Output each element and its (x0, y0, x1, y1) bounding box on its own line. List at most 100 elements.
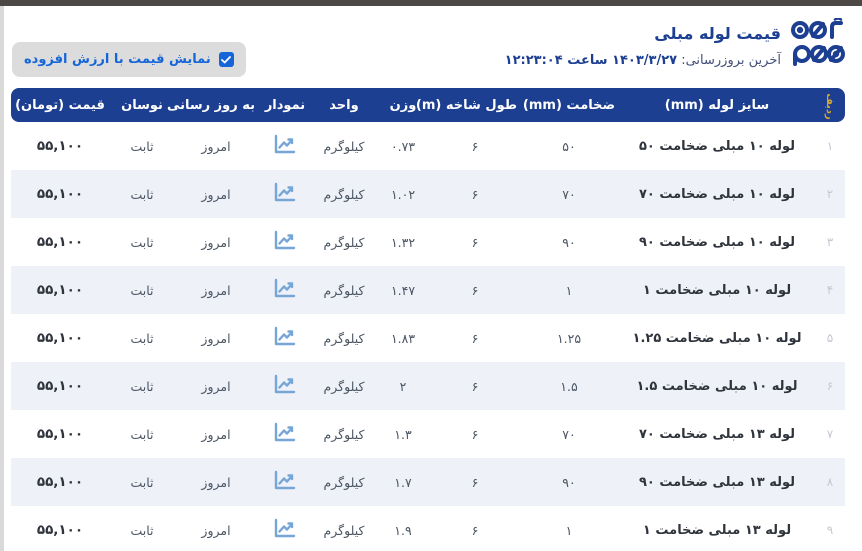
weight-value: ۱.۳۲ (390, 234, 416, 250)
length-value: ۶ (471, 426, 479, 442)
update-value: امروز (201, 186, 231, 202)
unit-value: کیلوگرم (323, 426, 365, 442)
browser-edge-bar (0, 0, 862, 6)
product-name: لوله ۱۰ مبلی ضخامت ۱.۲۵ (632, 330, 802, 346)
change-value: ثابت (130, 474, 154, 490)
weight-value: ۱.۸۳ (390, 330, 416, 346)
table-row: ۸ لوله ۱۳ مبلی ضخامت ۹۰ ۹۰ ۶ ۱.۷ کیلوگرم… (11, 458, 845, 506)
weight-value: ۱.۴۷ (390, 282, 416, 298)
row-number: ۸ (826, 475, 834, 489)
col-size: سایز لوله (mm) (664, 97, 770, 113)
table-body: ۱ لوله ۱۰ مبلی ضخامت ۵۰ ۵۰ ۶ ۰.۷۳ کیلوگر… (11, 122, 845, 551)
col-length: طول شاخه (m) (415, 97, 517, 113)
brand-block: قیمت لوله مبلی آخرین بروزرسانی: ۱۴۰۳/۳/۲… (505, 17, 845, 70)
ahan-logo-icon (791, 17, 845, 70)
weight-value: ۰.۷۳ (390, 138, 416, 154)
unit-value: کیلوگرم (323, 234, 365, 250)
product-name: لوله ۱۳ مبلی ضخامت ۹۰ (638, 474, 796, 490)
thickness-value: ۵۰ (562, 138, 576, 154)
price-value: ۵۵,۱۰۰ (36, 282, 84, 298)
thickness-value: ۷۰ (562, 426, 576, 442)
price-page: قیمت لوله مبلی آخرین بروزرسانی: ۱۴۰۳/۳/۲… (0, 6, 862, 551)
update-value: امروز (201, 138, 231, 154)
chart-icon[interactable] (273, 134, 297, 155)
update-value: امروز (201, 474, 231, 490)
checkbox-checked-icon[interactable] (218, 52, 234, 67)
row-number: ۶ (826, 379, 834, 393)
table-row: ۷ لوله ۱۳ مبلی ضخامت ۷۰ ۷۰ ۶ ۱.۳ کیلوگرم… (11, 410, 845, 458)
row-number: ۴ (826, 283, 834, 297)
length-value: ۶ (471, 378, 479, 394)
weight-value: ۲ (399, 378, 407, 394)
table-row: ۳ لوله ۱۰ مبلی ضخامت ۹۰ ۹۰ ۶ ۱.۳۲ کیلوگر… (11, 218, 845, 266)
page-title: قیمت لوله مبلی (654, 24, 781, 43)
table-row: ۱ لوله ۱۰ مبلی ضخامت ۵۰ ۵۰ ۶ ۰.۷۳ کیلوگر… (11, 122, 845, 170)
product-name: لوله ۱۰ مبلی ضخامت ۷۰ (638, 186, 796, 202)
thickness-value: ۱.۲۵ (556, 330, 582, 346)
table-row: ۲ لوله ۱۰ مبلی ضخامت ۷۰ ۷۰ ۶ ۱.۰۲ کیلوگر… (11, 170, 845, 218)
change-value: ثابت (130, 378, 154, 394)
length-value: ۶ (471, 522, 479, 538)
row-index-header: ردیف (815, 88, 845, 122)
change-value: ثابت (130, 234, 154, 250)
row-number: ۳ (826, 235, 834, 249)
product-name: لوله ۱۳ مبلی ضخامت ۱ (642, 522, 792, 538)
unit-value: کیلوگرم (323, 474, 365, 490)
chart-icon[interactable] (273, 326, 297, 347)
price-value: ۵۵,۱۰۰ (36, 138, 84, 154)
product-name: لوله ۱۰ مبلی ضخامت ۹۰ (638, 234, 796, 250)
chart-icon[interactable] (273, 374, 297, 395)
change-value: ثابت (130, 522, 154, 538)
chart-icon[interactable] (273, 230, 297, 251)
vat-toggle[interactable]: نمایش قیمت با ارزش افزوده (12, 42, 246, 77)
product-name: لوله ۱۰ مبلی ضخامت ۵۰ (638, 138, 796, 154)
row-number: ۱ (826, 139, 834, 153)
chart-icon[interactable] (273, 182, 297, 203)
thickness-value: ۹۰ (562, 474, 576, 490)
update-value: امروز (201, 234, 231, 250)
col-chart: نمودار (264, 97, 306, 113)
product-name: لوله ۱۰ مبلی ضخامت ۱ (642, 282, 792, 298)
update-value: امروز (201, 330, 231, 346)
price-value: ۵۵,۱۰۰ (36, 186, 84, 202)
length-value: ۶ (471, 138, 479, 154)
col-unit: واحد (329, 97, 359, 113)
col-change: نوسان (121, 97, 163, 113)
length-value: ۶ (471, 282, 479, 298)
price-value: ۵۵,۱۰۰ (36, 426, 84, 442)
page-header: قیمت لوله مبلی آخرین بروزرسانی: ۱۴۰۳/۳/۲… (12, 6, 845, 88)
brand-text: قیمت لوله مبلی آخرین بروزرسانی: ۱۴۰۳/۳/۲… (505, 18, 781, 68)
row-number: ۵ (826, 331, 834, 345)
product-name: لوله ۱۳ مبلی ضخامت ۷۰ (638, 426, 796, 442)
table-row: ۶ لوله ۱۰ مبلی ضخامت ۱.۵ ۱.۵ ۶ ۲ کیلوگرم… (11, 362, 845, 410)
unit-value: کیلوگرم (323, 378, 365, 394)
row-number: ۲ (826, 187, 834, 201)
col-price: قیمت (تومان) (15, 97, 105, 113)
change-value: ثابت (130, 426, 154, 442)
update-value: امروز (201, 378, 231, 394)
unit-value: کیلوگرم (323, 330, 365, 346)
chart-icon[interactable] (273, 422, 297, 443)
change-value: ثابت (130, 138, 154, 154)
table-header-row: ردیف سایز لوله (mm) ضخامت (mm) طول شاخه … (11, 88, 845, 122)
thickness-value: ۹۰ (562, 234, 576, 250)
col-thickness: ضخامت (mm) (522, 97, 616, 113)
col-weight: وزن (389, 97, 417, 113)
page-left-border (0, 6, 4, 551)
chart-icon[interactable] (273, 518, 297, 539)
weight-value: ۱.۹ (394, 522, 412, 538)
weight-value: ۱.۷ (394, 474, 412, 490)
unit-value: کیلوگرم (323, 138, 365, 154)
row-index-icon: ردیف (824, 92, 836, 120)
update-value: امروز (201, 426, 231, 442)
chart-icon[interactable] (273, 470, 297, 491)
thickness-value: ۱ (565, 282, 573, 298)
length-value: ۶ (471, 234, 479, 250)
update-value: امروز (201, 522, 231, 538)
chart-icon[interactable] (273, 278, 297, 299)
price-value: ۵۵,۱۰۰ (36, 330, 84, 346)
thickness-value: ۷۰ (562, 186, 576, 202)
weight-value: ۱.۰۲ (390, 186, 416, 202)
update-value: امروز (201, 282, 231, 298)
unit-value: کیلوگرم (323, 522, 365, 538)
